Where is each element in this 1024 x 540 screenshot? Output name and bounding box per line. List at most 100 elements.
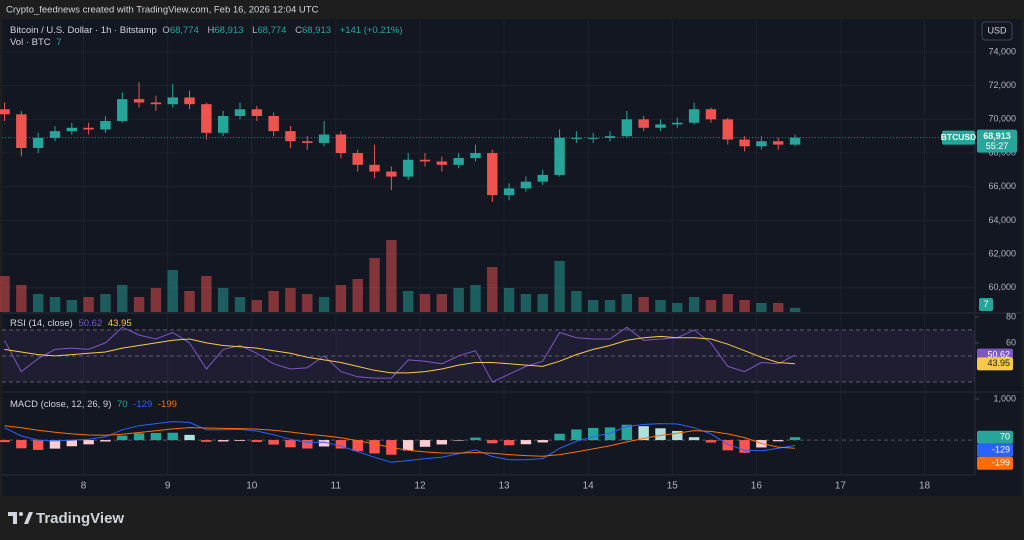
candle-body bbox=[655, 124, 666, 128]
y-tick-label: 70,000 bbox=[988, 114, 1016, 124]
volume-bar bbox=[150, 288, 162, 312]
candle-body bbox=[453, 158, 464, 165]
macd-title: MACD (close, 12, 26, 9) bbox=[10, 399, 112, 410]
histogram-bar bbox=[655, 428, 666, 441]
hist-value: 70 bbox=[117, 399, 128, 410]
volume-bar bbox=[789, 307, 801, 312]
y-tick-label: 74,000 bbox=[988, 46, 1016, 56]
volume-bar bbox=[688, 297, 700, 312]
candle-body bbox=[571, 137, 582, 139]
histogram-bar bbox=[638, 426, 649, 441]
candle-body bbox=[722, 119, 733, 140]
ohlc: L68,774 bbox=[252, 25, 289, 36]
histogram-bar bbox=[83, 440, 94, 445]
histogram-bar bbox=[520, 440, 532, 445]
candle-body bbox=[470, 153, 481, 159]
candle-body bbox=[217, 115, 229, 133]
histogram-bar bbox=[587, 427, 599, 441]
volume-bar bbox=[49, 297, 61, 312]
histogram-bar bbox=[554, 433, 565, 441]
histogram-bar bbox=[16, 440, 27, 449]
candle-body bbox=[604, 136, 616, 138]
volume-bar bbox=[772, 303, 784, 312]
histogram-bar bbox=[470, 437, 481, 441]
volume-bar bbox=[133, 297, 145, 312]
ohlc-value: 68,913 bbox=[301, 25, 332, 36]
value-tag bbox=[977, 357, 1013, 371]
histogram-bar bbox=[49, 440, 61, 449]
volume-name: Vol · BTC bbox=[10, 37, 51, 48]
ohlc-key: H bbox=[207, 25, 215, 36]
volume-bar bbox=[100, 294, 111, 312]
symbol-label: BTCUSD bbox=[941, 132, 976, 142]
candle-body bbox=[150, 102, 162, 105]
histogram-bar bbox=[335, 440, 347, 449]
volume-bar bbox=[335, 285, 347, 312]
candle-body bbox=[487, 153, 498, 196]
macd-legend: MACD (close, 12, 26, 9) 70 -129 -199 bbox=[10, 399, 180, 410]
volume-bar bbox=[66, 300, 78, 312]
candle-body bbox=[251, 109, 263, 116]
rsi-ma-value: 43.95 bbox=[107, 318, 132, 329]
currency[interactable]: USD bbox=[987, 25, 1007, 35]
y-tick-label: 64,000 bbox=[988, 215, 1016, 225]
candle-body bbox=[201, 104, 212, 133]
volume-bar bbox=[386, 240, 397, 312]
histogram-bar bbox=[32, 440, 44, 450]
candle-body bbox=[705, 109, 717, 120]
currency-button[interactable] bbox=[981, 21, 1013, 41]
volume-bar bbox=[520, 294, 532, 312]
candle-body bbox=[419, 159, 431, 162]
symbol-tag bbox=[942, 130, 975, 145]
volume-label: 7 bbox=[983, 299, 988, 309]
value-tag bbox=[977, 456, 1013, 470]
volume-bar bbox=[268, 291, 279, 312]
symbol-legend: Bitcoin / U.S. Dollar · 1h · Bitstamp O6… bbox=[10, 25, 406, 36]
chart-area bbox=[2, 19, 1022, 496]
volume-bar bbox=[402, 291, 414, 312]
volume-bar bbox=[571, 291, 582, 312]
price-tag bbox=[977, 129, 1017, 153]
rsi-line bbox=[4, 326, 796, 383]
ohlc: O68,774 bbox=[162, 25, 201, 36]
candle-body bbox=[133, 99, 145, 103]
histogram-bar bbox=[234, 440, 246, 441]
histogram-bar bbox=[705, 440, 717, 443]
histogram-bar bbox=[133, 433, 145, 441]
candle-body bbox=[49, 131, 61, 138]
banner: Crypto_feednews created with TradingView… bbox=[6, 5, 319, 16]
y-tick-label: 60,000 bbox=[988, 282, 1016, 292]
histogram-bar bbox=[789, 437, 801, 441]
candle-body bbox=[16, 114, 27, 148]
volume-value: 7 bbox=[56, 37, 62, 48]
logo-mark bbox=[24, 512, 33, 524]
volume-bar bbox=[487, 267, 498, 312]
volume-bar bbox=[419, 294, 431, 312]
volume-bar bbox=[537, 294, 548, 312]
candle-body bbox=[234, 109, 246, 116]
volume-bar bbox=[285, 288, 296, 312]
x-tick-label: 14 bbox=[583, 481, 595, 492]
volume-bar bbox=[604, 300, 616, 312]
ohlc-value: 68,774 bbox=[169, 25, 199, 36]
volume-bar bbox=[672, 303, 683, 312]
histogram-bar bbox=[251, 440, 263, 443]
histogram-bar bbox=[352, 440, 363, 452]
candle-body bbox=[369, 164, 380, 172]
histogram-bar bbox=[217, 440, 229, 442]
ohlc-key: L bbox=[252, 25, 258, 36]
histogram-bar bbox=[285, 440, 296, 448]
candle-body bbox=[352, 153, 363, 165]
rsi-value: 50.62 bbox=[78, 318, 103, 329]
countdown: 55:27 bbox=[986, 141, 1009, 151]
histogram-bar bbox=[268, 440, 279, 445]
volume-bar bbox=[369, 258, 380, 312]
candle-body bbox=[503, 188, 515, 196]
candle-body bbox=[789, 137, 801, 145]
histogram-bar bbox=[604, 427, 616, 441]
candle-body bbox=[638, 119, 649, 128]
volume-bar bbox=[167, 270, 178, 312]
candle-body bbox=[688, 109, 700, 123]
volume-bar bbox=[217, 288, 229, 312]
candle-body bbox=[83, 127, 94, 130]
